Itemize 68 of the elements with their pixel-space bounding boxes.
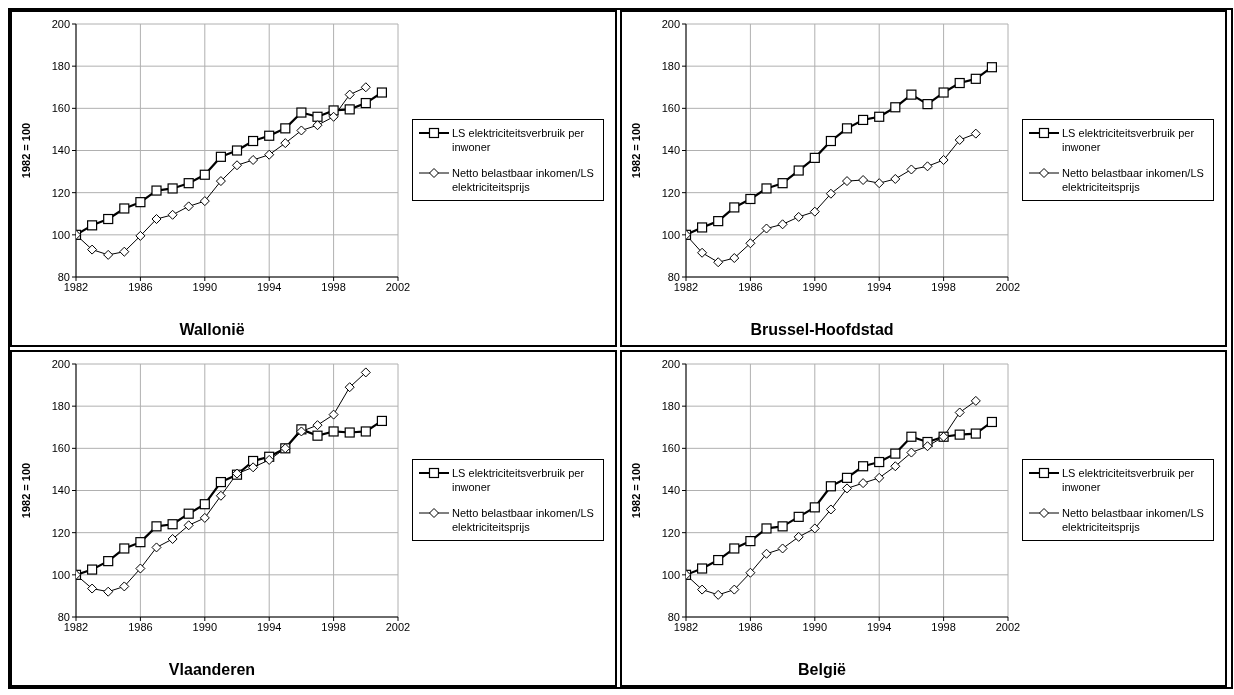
- x-tick-label: 2002: [385, 620, 411, 633]
- y-tick-label: 80: [57, 610, 70, 623]
- y-tick-label: 140: [51, 484, 70, 497]
- y-tick-label: 200: [661, 357, 680, 370]
- y-tick-label: 200: [661, 17, 680, 30]
- x-tick-label: 1982: [673, 280, 699, 293]
- y-tick-label: 140: [661, 484, 680, 497]
- x-tick-label: 1982: [63, 280, 89, 293]
- legend-label: LS elektriciteitsverbruik per inwoner: [452, 465, 586, 494]
- y-tick-label: 180: [51, 60, 70, 73]
- legend-label: LS elektriciteitsverbruik per inwoner: [452, 125, 586, 154]
- y-tick-label: 200: [51, 357, 70, 370]
- x-tick-label: 1986: [738, 620, 763, 633]
- x-tick-label: 1990: [802, 620, 828, 633]
- legend-label: Netto belastbaar inkomen/LS elektriciteitsprijs: [452, 505, 595, 534]
- y-tick-label: 200: [51, 17, 70, 30]
- y-tick-label: 120: [51, 526, 70, 539]
- legend-label: LS elektriciteitsverbruik per inwoner: [1062, 125, 1196, 154]
- y-tick-label: 120: [661, 526, 680, 539]
- text: Brussel-Hoofdstad: [749, 321, 895, 339]
- x-tick-label: 1994: [256, 280, 282, 293]
- y-tick-label: 100: [661, 228, 680, 241]
- y-tick-label: 160: [661, 102, 680, 115]
- x-tick-label: 1986: [738, 280, 763, 293]
- x-tick-label: 1994: [866, 620, 892, 633]
- y-tick-label: 140: [51, 144, 70, 157]
- x-tick-label: 1986: [128, 280, 153, 293]
- y-tick-label: 160: [51, 442, 70, 455]
- x-tick-label: 1998: [931, 280, 956, 293]
- y-axis-title: 1982 = 100: [629, 122, 642, 179]
- y-axis-title: 1982 = 100: [19, 122, 32, 179]
- x-tick-label: 1982: [673, 620, 699, 633]
- y-tick-label: 140: [661, 144, 680, 157]
- y-tick-label: 120: [661, 186, 680, 199]
- legend-label: Netto belastbaar inkomen/LS elektriciteitsprijs: [452, 165, 595, 194]
- text: België: [797, 661, 847, 679]
- legend-label: Netto belastbaar inkomen/LS elektriciteitsprijs: [1062, 505, 1205, 534]
- y-tick-label: 180: [51, 400, 70, 413]
- y-tick-label: 80: [667, 270, 680, 283]
- x-tick-label: 2002: [995, 280, 1021, 293]
- x-tick-label: 2002: [385, 280, 411, 293]
- y-tick-label: 100: [661, 568, 680, 581]
- x-tick-label: 1982: [63, 620, 89, 633]
- x-tick-label: 1998: [931, 620, 956, 633]
- text: Vlaanderen: [167, 661, 257, 679]
- x-tick-label: 1994: [256, 620, 282, 633]
- y-tick-label: 180: [661, 60, 680, 73]
- x-tick-label: 2002: [995, 620, 1021, 633]
- x-tick-label: 1990: [192, 280, 218, 293]
- y-tick-label: 80: [667, 610, 680, 623]
- y-tick-label: 180: [661, 400, 680, 413]
- x-tick-label: 1994: [866, 280, 892, 293]
- y-tick-label: 100: [51, 228, 70, 241]
- text: Wallonië: [178, 321, 246, 339]
- x-tick-label: 1986: [128, 620, 153, 633]
- x-tick-label: 1998: [321, 280, 346, 293]
- legend-label: Netto belastbaar inkomen/LS elektriciteitsprijs: [1062, 165, 1205, 194]
- x-tick-label: 1990: [192, 620, 218, 633]
- y-tick-label: 100: [51, 568, 70, 581]
- y-tick-label: 160: [51, 102, 70, 115]
- x-tick-label: 1998: [321, 620, 346, 633]
- y-tick-label: 80: [57, 270, 70, 283]
- y-axis-title: 1982 = 100: [19, 462, 32, 519]
- y-tick-label: 160: [661, 442, 680, 455]
- legend-label: LS elektriciteitsverbruik per inwoner: [1062, 465, 1196, 494]
- x-tick-label: 1990: [802, 280, 828, 293]
- y-tick-label: 120: [51, 186, 70, 199]
- y-axis-title: 1982 = 100: [629, 462, 642, 519]
